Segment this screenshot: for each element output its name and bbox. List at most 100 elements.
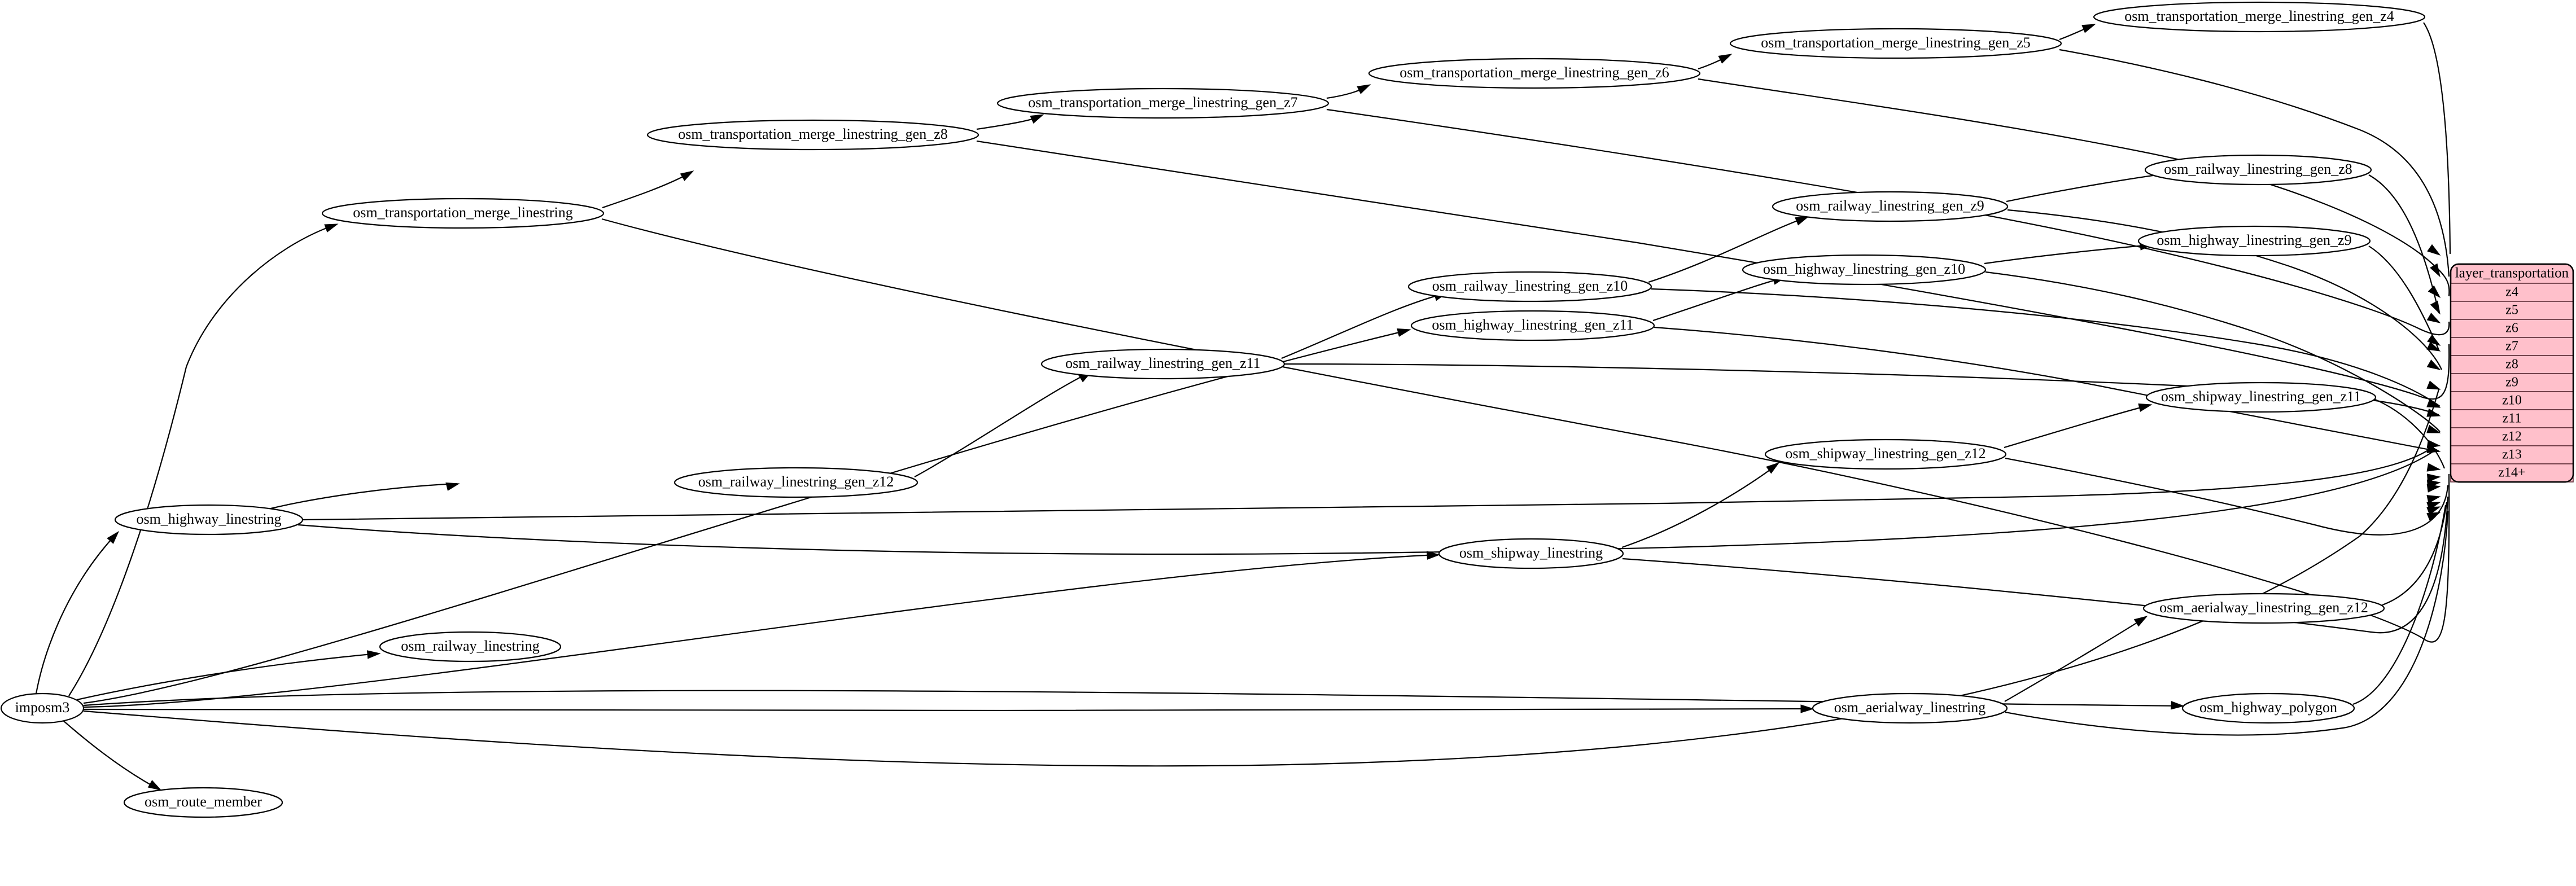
- graph-node[interactable]: osm_railway_linestring_gen_z11: [1040, 348, 1285, 380]
- graph-node[interactable]: osm_railway_linestring_gen_z9: [1772, 191, 2009, 222]
- node-ellipse: [1764, 438, 2007, 470]
- node-ellipse: [2181, 692, 2355, 724]
- node-ellipse: [1742, 254, 1987, 286]
- node-label: osm_railway_linestring_gen_z12: [698, 473, 894, 490]
- table-row[interactable]: z14+: [2450, 463, 2574, 483]
- graph-node[interactable]: osm_aerialway_linestring: [1812, 692, 2008, 724]
- graph-node[interactable]: osm_transportation_merge_linestring_gen_…: [1368, 58, 1701, 89]
- graph-node[interactable]: osm_railway_linestring_gen_z10: [1407, 271, 1652, 302]
- node-ellipse: [1772, 191, 2009, 222]
- graph-node[interactable]: osm_highway_linestring_gen_z10: [1742, 254, 1987, 286]
- graph-edge: [2007, 209, 2443, 370]
- edge-arrowhead: [324, 223, 339, 233]
- graph-edge: [2382, 502, 2448, 606]
- node-label: osm_railway_linestring_gen_z8: [2164, 161, 2352, 177]
- graph-node[interactable]: osm_highway_linestring_gen_z11: [1410, 310, 1655, 341]
- edge-arrowhead: [107, 530, 120, 544]
- graph-edge: [83, 554, 1438, 708]
- edge-arrowhead: [2133, 616, 2148, 627]
- edge-arrowhead: [1397, 328, 1411, 337]
- node-label: osm_aerialway_linestring_gen_z12: [2159, 599, 2368, 616]
- graph-node[interactable]: osm_aerialway_linestring_gen_z12: [2142, 593, 2385, 624]
- edge-arrowhead: [1795, 216, 1809, 226]
- node-label: osm_shipway_linestring: [1459, 545, 1603, 561]
- table-node-layer-transportation[interactable]: layer_transportation z4 z5 z6 z7 z8 z9 z10 z11 z1…: [2450, 263, 2574, 483]
- graph-node[interactable]: osm_highway_linestring: [114, 504, 304, 536]
- graph-edge: [2352, 505, 2447, 705]
- edge-arrowhead: [1800, 704, 1814, 713]
- graph-node[interactable]: osm_shipway_linestring_gen_z12: [1764, 438, 2007, 470]
- node-ellipse: [123, 787, 283, 818]
- graph-edge: [2368, 174, 2440, 314]
- graph-node[interactable]: osm_railway_linestring: [379, 631, 562, 663]
- node-label: osm_railway_linestring: [401, 638, 540, 654]
- nodes-layer: imposm3 osm_route_member osm_highway_lines…: [0, 1, 2426, 818]
- graph-edge: [1326, 108, 2450, 336]
- table-row-label: z6: [2505, 321, 2518, 336]
- graph-node[interactable]: osm_transportation_merge_linestring_gen_…: [646, 119, 979, 151]
- node-label: imposm3: [15, 699, 70, 716]
- table-row-label: z14+: [2498, 466, 2525, 480]
- edge-arrowhead: [2426, 399, 2441, 408]
- node-ellipse: [1410, 310, 1655, 341]
- graph-node[interactable]: osm_railway_linestring_gen_z12: [673, 467, 919, 498]
- edge-arrowhead: [2430, 300, 2441, 315]
- edge-arrowhead: [2426, 380, 2441, 390]
- node-label: osm_transportation_merge_linestring_gen_…: [678, 126, 948, 142]
- table-row[interactable]: z9: [2450, 373, 2574, 392]
- graph-node[interactable]: osm_route_member: [123, 787, 283, 818]
- edge-arrowhead: [2426, 473, 2441, 483]
- edge-arrowhead: [2427, 244, 2441, 256]
- graph-node[interactable]: osm_railway_linestring_gen_z8: [2144, 154, 2372, 186]
- table-row[interactable]: z12: [2450, 427, 2574, 446]
- table-row[interactable]: z5: [2450, 301, 2574, 320]
- graph-node[interactable]: osm_highway_linestring_gen_z9: [2137, 225, 2371, 257]
- table-row-label: z13: [2502, 448, 2522, 462]
- edge-arrowhead: [2426, 506, 2441, 515]
- arrowheads-layer: [107, 24, 2441, 791]
- graph-node[interactable]: osm_shipway_linestring: [1438, 538, 1624, 569]
- graph-node[interactable]: osm_transportation_merge_linestring_gen_…: [1729, 28, 2062, 59]
- node-ellipse: [0, 692, 85, 724]
- graph-edge: [601, 218, 2450, 643]
- graph-edge: [2006, 172, 2174, 203]
- table-row[interactable]: z13: [2450, 445, 2574, 464]
- table-row[interactable]: z6: [2450, 319, 2574, 338]
- edge-arrowhead: [680, 170, 694, 181]
- node-label: osm_shipway_linestring_gen_z11: [2161, 388, 2361, 405]
- graph-edge: [2005, 510, 2449, 736]
- edge-arrowhead: [445, 482, 460, 491]
- edge-arrowhead: [147, 780, 162, 791]
- edge-arrowhead: [2427, 334, 2441, 346]
- edge-arrowhead: [2081, 24, 2096, 33]
- table-node-outline: [2450, 263, 2574, 483]
- table-row-label: z12: [2502, 429, 2522, 444]
- graph-node[interactable]: osm_highway_polygon: [2181, 692, 2355, 724]
- node-ellipse: [673, 467, 919, 498]
- table-row[interactable]: z10: [2450, 391, 2574, 410]
- node-ellipse: [996, 87, 1329, 119]
- table-row[interactable]: z4: [2450, 283, 2574, 302]
- graph-node[interactable]: osm_transportation_merge_linestring_gen_…: [2093, 1, 2426, 33]
- table-row[interactable]: z8: [2450, 355, 2574, 374]
- graph-edge: [302, 445, 2435, 521]
- node-ellipse: [2142, 593, 2385, 624]
- table-row-label: z10: [2502, 393, 2522, 408]
- edge-arrowhead: [2428, 285, 2441, 299]
- table-row[interactable]: z7: [2450, 337, 2574, 356]
- node-label: osm_railway_linestring_gen_z11: [1065, 355, 1261, 371]
- graph-node[interactable]: osm_shipway_linestring_gen_z11: [2145, 381, 2377, 413]
- node-label: osm_aerialway_linestring: [1834, 699, 1986, 716]
- graph-edge: [1281, 292, 1446, 359]
- graph-node[interactable]: imposm3: [0, 692, 85, 724]
- table-row[interactable]: z11: [2450, 409, 2574, 428]
- table-node-layer: layer_transportation z4 z5 z6 z7 z8 z9 z10 z11 z1…: [2450, 263, 2574, 483]
- table-row-label: z8: [2505, 357, 2518, 372]
- node-label: osm_transportation_merge_linestring_gen_…: [1028, 94, 1298, 111]
- graph-node[interactable]: osm_transportation_merge_linestring_gen_…: [996, 87, 1329, 119]
- node-label: osm_transportation_merge_linestring_gen_…: [1761, 34, 2031, 51]
- graph-edge: [1984, 244, 2151, 265]
- graph-node[interactable]: osm_transportation_merge_linestring: [321, 198, 605, 229]
- edge-arrowhead: [1766, 462, 1780, 474]
